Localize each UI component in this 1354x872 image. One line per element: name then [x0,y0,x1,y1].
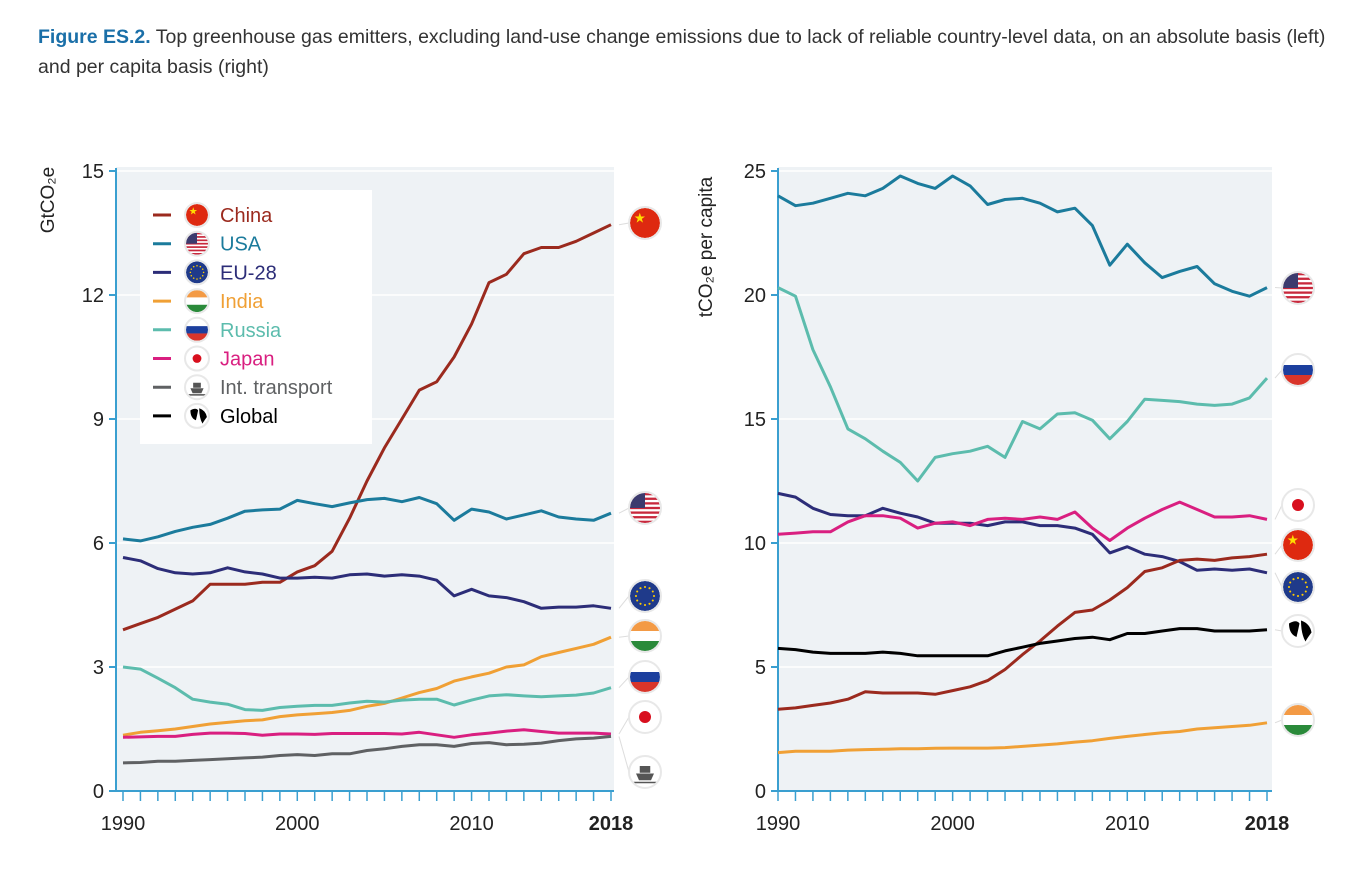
globe-icon [1281,614,1315,648]
china-flag-icon: ★ [628,206,662,240]
y-tick-label: 15 [82,161,104,183]
y-tick-label: 9 [93,409,104,431]
legend-label: Global [220,406,278,428]
y-tick-label: 15 [744,409,766,431]
series-line-china [777,552,1268,711]
india-flag-icon [1281,703,1315,737]
y-tick-label: 12 [82,285,104,307]
flag-connector [1274,544,1283,555]
flag-connector [1274,719,1283,724]
series-line-eu-28 [122,556,612,610]
legend-label: Russia [220,320,282,342]
y-tick-label: 0 [755,781,766,803]
series-line-india [122,635,612,737]
y-axis-label: tCO₂e per capita [696,176,717,317]
y-tick-label: 0 [93,781,104,803]
usa-flag-icon [1281,271,1315,305]
series-line-japan [777,500,1268,542]
legend-label: China [220,205,273,227]
x-tick-label: 1990 [756,813,801,835]
china-flag-icon: ★ [184,202,210,228]
series-line-russia [122,665,612,712]
japan-flag-icon [184,345,210,372]
series-line-usa [122,496,612,543]
y-tick-label: 5 [755,657,766,679]
x-tick-label: 2018 [589,813,634,835]
flag-connector [1274,572,1283,588]
china-flag-icon: ★ [1281,528,1315,562]
usa-flag-icon [184,230,210,257]
legend: ★ China USA EU-28 India Russia Japan Int. trans… [140,190,372,444]
x-tick-label: 2000 [275,813,320,835]
y-tick-label: 10 [744,533,766,555]
flag-connector [618,716,630,735]
flag-connector [1274,629,1283,632]
flag-connector [618,676,630,689]
india-flag-icon [184,288,210,315]
ship-icon [628,755,662,789]
series-line-china [122,223,612,632]
y-tick-label: 20 [744,285,766,307]
series-line-int-transport [122,734,612,765]
usa-flag-icon [628,491,662,525]
svg-text:★: ★ [189,206,198,217]
series-line-india [777,721,1268,755]
y-axis-label: GtCO₂e [38,167,59,234]
russia-flag-icon [184,316,210,343]
x-tick-label: 1990 [101,813,146,835]
x-tick-label: 2000 [930,813,975,835]
japan-flag-icon [628,700,662,734]
series-line-russia [777,286,1269,483]
svg-text:★: ★ [1287,532,1299,547]
y-tick-label: 25 [744,161,766,183]
figure-caption-text: Top greenhouse gas emitters, excluding l… [38,26,1326,78]
russia-flag-icon [1281,353,1315,387]
per-capita-emissions-chart: 0 5 10 15 20 25 1990 2000 2010 2018 tCO₂e per capi… [696,161,1315,835]
svg-text:★: ★ [634,210,646,225]
legend-label: Japan [220,349,275,371]
series-line-japan [122,728,612,739]
india-flag-icon [628,619,662,653]
russia-flag-icon [628,660,662,694]
flag-connector [618,595,630,609]
absolute-emissions-chart: 0 3 6 9 12 15 1990 2000 2010 2018 GtCO₂e ★ ★ China USA… [38,161,662,835]
figure-label: Figure ES.2. [38,26,151,48]
legend-label: EU-28 [220,262,277,284]
series-line-usa [777,174,1268,298]
legend-label: India [220,291,264,313]
legend-box [140,190,372,444]
y-tick-label: 6 [93,533,104,555]
y-tick-label: 3 [93,657,104,679]
flag-connector [618,736,630,773]
eu-flag-icon [1281,570,1315,604]
eu-flag-icon [184,259,210,286]
series-line-eu-28 [777,491,1268,575]
flag-connector [1274,369,1283,379]
x-tick-label: 2010 [449,813,494,835]
plot-background [778,167,1272,791]
flag-connector [1274,504,1283,520]
series-line-global [777,627,1268,658]
ship-icon [184,374,210,401]
eu-flag-icon [628,579,662,613]
japan-flag-icon [1281,488,1315,522]
legend-label: Int. transport [220,377,333,399]
figure-caption: Figure ES.2. Top greenhouse gas emitters… [38,22,1338,82]
x-tick-label: 2010 [1105,813,1150,835]
legend-label: USA [220,234,262,256]
globe-icon [184,402,210,429]
flag-connector [618,507,630,514]
x-tick-label: 2018 [1245,813,1290,835]
flag-connector [618,222,630,226]
flag-connector [618,635,630,638]
